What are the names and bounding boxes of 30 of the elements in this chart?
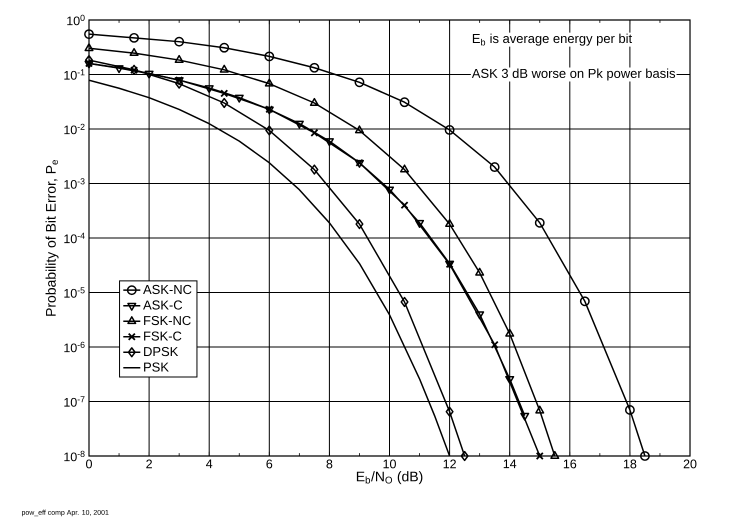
y-tick-label: 10$^{-7}$ xyxy=(64,396,85,407)
x-tick-label: 12 xyxy=(444,460,456,468)
y-axis-title: Probability of Bit Error, P$_{e}$ xyxy=(46,160,59,316)
legend-label: ASK-NC xyxy=(143,284,192,294)
x-tick-label: 14 xyxy=(504,460,516,468)
y-tick-label: 10$^{-6}$ xyxy=(64,342,85,352)
y-tick-label: 10$^{-3}$ xyxy=(64,178,85,189)
y-tick-label: 10$^{-5}$ xyxy=(64,287,85,298)
y-tick-label: 10$^{0}$ xyxy=(67,14,85,26)
legend-label: DPSK xyxy=(144,346,178,356)
x-tick-label: 0 xyxy=(86,460,92,468)
x-tick-label: 8 xyxy=(326,460,332,468)
x-axis-title: E$_{b}$/N$_{O}$ (dB) xyxy=(356,471,422,484)
annotation: ASK 3 dB worse on Pk power basis xyxy=(472,68,676,81)
legend-label: FSK-C xyxy=(144,331,182,341)
x-tick-label: 20 xyxy=(684,460,696,468)
y-tick-label: 10$^{-8}$ xyxy=(64,450,85,462)
x-tick-label: 10 xyxy=(384,460,396,468)
y-tick-label: 10$^{-4}$ xyxy=(64,232,85,244)
legend-label: FSK-NC xyxy=(144,316,191,326)
x-tick-label: 18 xyxy=(624,460,636,468)
x-tick-label: 4 xyxy=(206,460,212,468)
y-tick-label: 10$^{-2}$ xyxy=(64,124,85,134)
y-tick-label: 10$^{-1}$ xyxy=(64,69,85,80)
legend-label: ASK-C xyxy=(143,300,182,310)
x-tick-label: 6 xyxy=(266,460,272,468)
x-tick-label: 16 xyxy=(564,460,576,468)
x-tick-label: 2 xyxy=(146,460,152,468)
annotation: E$_{b}$ is average energy per bit xyxy=(472,34,632,46)
legend-label: PSK xyxy=(144,362,169,372)
